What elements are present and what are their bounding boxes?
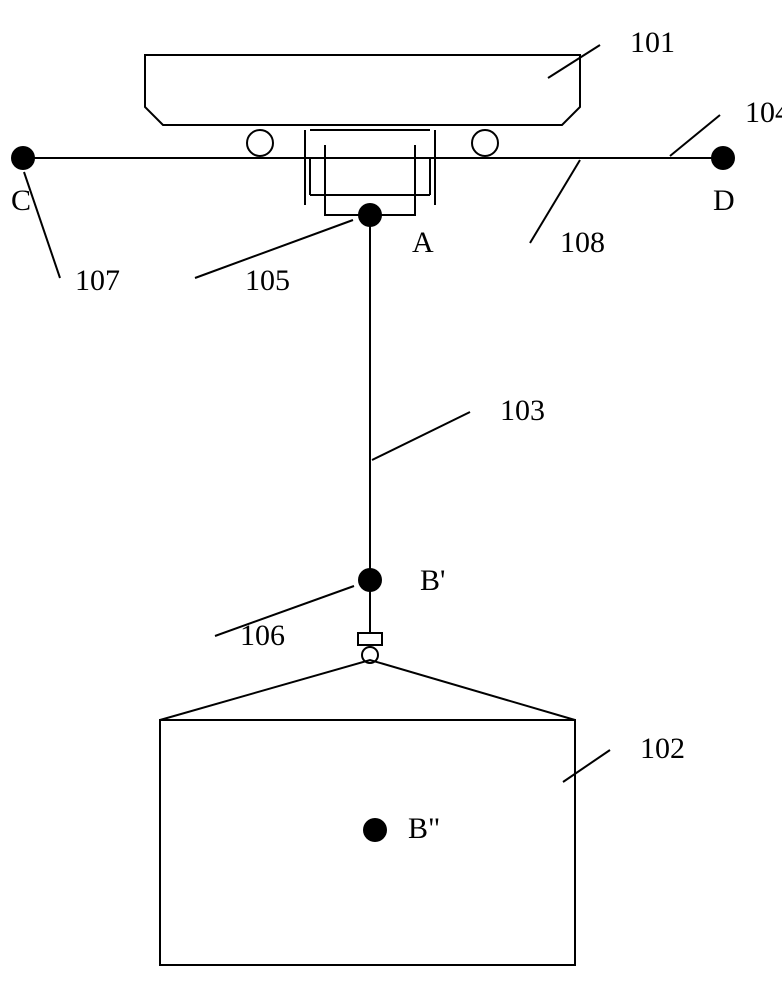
leader-c103: [372, 412, 470, 460]
callout-c101: 101: [630, 26, 675, 59]
leader-c101: [548, 45, 600, 78]
callout-c105: 105: [245, 264, 290, 297]
point-A: [358, 203, 382, 227]
point-D: [711, 146, 735, 170]
trolley-body: [145, 55, 580, 125]
leader-c102: [563, 750, 610, 782]
point-C: [11, 146, 35, 170]
point-label-A: A: [412, 226, 434, 259]
callout-c107: 107: [75, 264, 120, 297]
load-body: [160, 720, 575, 965]
callout-c102: 102: [640, 732, 685, 765]
leader-c107: [24, 172, 60, 278]
point-label-D: D: [713, 184, 735, 217]
point-B1: [358, 568, 382, 592]
hook-plate: [358, 633, 382, 645]
point-label-B1: B': [420, 564, 445, 597]
point-label-C: C: [11, 184, 31, 217]
diagram-canvas: A B' B" C D 101 102 103 104 105 106 107 108: [0, 0, 782, 1000]
wheel-2: [472, 130, 498, 156]
callout-c108: 108: [560, 226, 605, 259]
leader-c104: [670, 115, 720, 156]
load-roof: [160, 660, 575, 720]
point-label-B2: B": [408, 812, 440, 845]
callout-c106: 106: [240, 619, 285, 652]
point-B2: [363, 818, 387, 842]
callout-c104: 104: [745, 96, 782, 129]
callout-c103: 103: [500, 394, 545, 427]
wheel-1: [247, 130, 273, 156]
